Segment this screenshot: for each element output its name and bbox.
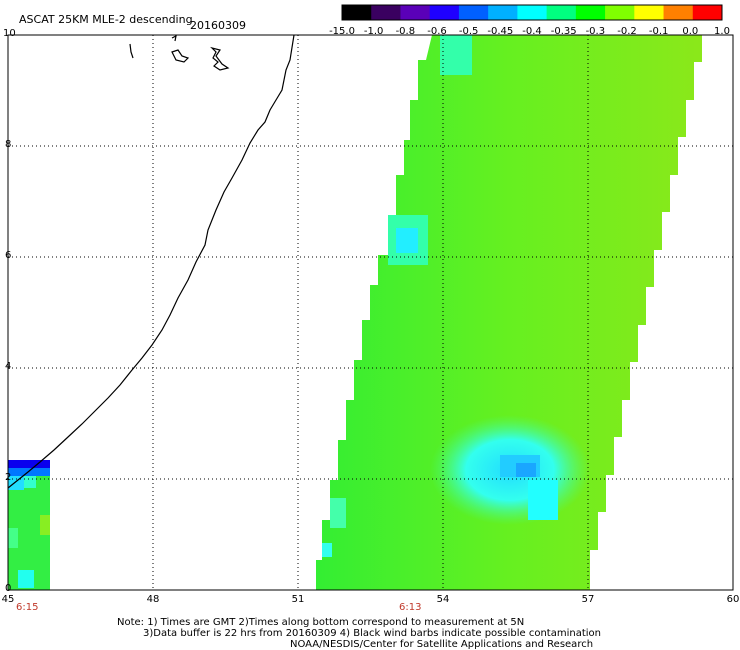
colorbar-label: 1.0	[714, 26, 730, 37]
colorbar-segment	[546, 5, 577, 20]
colorbar-segment	[517, 5, 548, 20]
colorbar-label: -0.8	[396, 26, 416, 37]
x-tick-label: 51	[292, 594, 305, 605]
colorbar-label: -0.6	[427, 26, 447, 37]
colorbar-segment	[663, 5, 694, 20]
colorbar-label: -0.2	[617, 26, 637, 37]
colorbar-segment	[342, 5, 372, 20]
colorbar-label: -0.4	[522, 26, 542, 37]
y-tick-label: 0	[5, 583, 11, 594]
swath-time-label: 6:13	[399, 602, 421, 613]
colorbar-segment	[429, 5, 460, 20]
colorbar-label: -1.0	[364, 26, 384, 37]
colorbar-label: -0.5	[459, 26, 479, 37]
swath-patch	[396, 228, 418, 253]
colorbar-segment	[458, 5, 489, 20]
x-tick-label: 57	[582, 594, 595, 605]
coastline	[7, 34, 295, 489]
colorbar-segment	[692, 5, 723, 20]
colorbar-label: 0.0	[682, 26, 698, 37]
x-tick-label: 45	[2, 594, 15, 605]
colorbar-label: -0.3	[586, 26, 606, 37]
colorbar: -15.0 -1.0 -0.8 -0.6 -0.5 -0.45 -0.4 -0.35 -0.3-…	[329, 4, 730, 37]
colorbar-segment	[371, 5, 401, 20]
swath-patch	[528, 480, 558, 520]
y-tick-label: 10	[3, 28, 16, 39]
colorbar-segment	[605, 5, 635, 20]
islands	[129, 34, 230, 71]
colorbar-label: -15.0	[329, 26, 355, 37]
product-title: ASCAT 25KM MLE-2 descending	[19, 13, 193, 26]
swath-patch	[440, 35, 472, 75]
x-tick-label: 54	[437, 594, 450, 605]
colorbar-segment	[575, 5, 606, 20]
note-line-1: Note: 1) Times are GMT 2)Times along bot…	[117, 617, 525, 628]
note-line-3: NOAA/NESDIS/Center for Satellite Applica…	[290, 639, 594, 650]
date-label: 20160309	[190, 19, 246, 32]
main-swath	[316, 35, 702, 590]
swath-patch	[322, 543, 332, 557]
grid	[8, 35, 733, 590]
colorbar-segment	[634, 5, 665, 20]
y-tick-label: 4	[5, 361, 11, 372]
colorbar-label: -0.35	[551, 26, 577, 37]
x-tick-label: 48	[147, 594, 160, 605]
colorbar-frame	[341, 4, 723, 21]
colorbar-label: -0.45	[487, 26, 513, 37]
colorbar-segment	[488, 5, 518, 20]
swath-patch	[330, 498, 346, 528]
swath-patch	[516, 463, 536, 477]
x-tick-label: 60	[727, 594, 740, 605]
colorbar-segment	[400, 5, 431, 20]
note-line-2: 3)Data buffer is 22 hrs from 20160309 4)…	[143, 628, 601, 639]
swath-time-label: 6:15	[16, 602, 38, 613]
y-tick-label: 6	[5, 250, 11, 261]
left-swath	[8, 460, 50, 590]
map-frame	[7, 34, 734, 591]
y-tick-label: 8	[5, 139, 11, 150]
colorbar-label: -0.1	[649, 26, 669, 37]
y-tick-label: 2	[5, 472, 11, 483]
